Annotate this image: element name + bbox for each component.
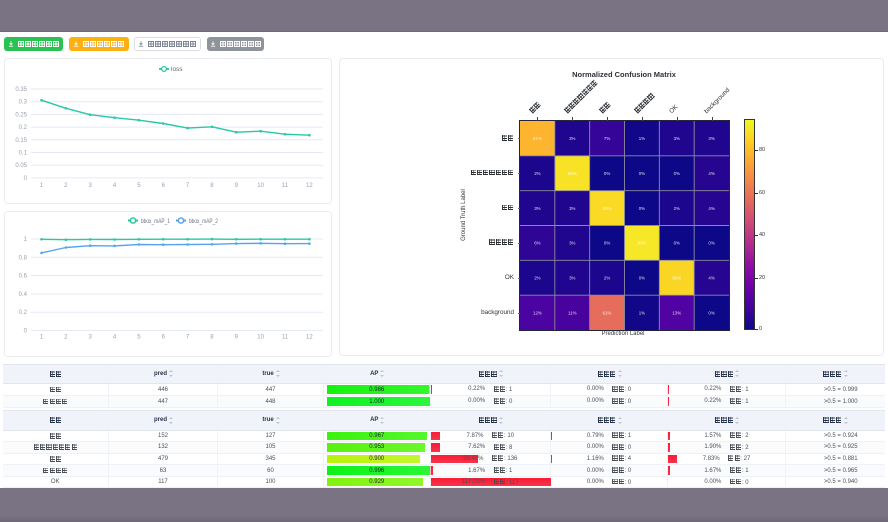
svg-text:3%: 3% [708,136,714,141]
svg-text:10: 10 [257,334,264,340]
svg-text:5: 5 [137,183,141,189]
svg-text:0.25: 0.25 [15,112,27,118]
svg-text:89%: 89% [672,276,681,281]
svg-text:3%: 3% [569,206,575,211]
svg-text:11: 11 [282,334,289,340]
svg-text:4: 4 [113,334,117,340]
svg-text:90%: 90% [603,206,612,211]
svg-text:9: 9 [235,334,239,340]
svg-text:0.05: 0.05 [15,163,27,169]
svg-text:1%: 1% [639,136,645,141]
svg-text:2: 2 [64,183,68,189]
svg-text:1: 1 [40,334,44,340]
svg-text:12%: 12% [533,310,542,315]
svg-text:9: 9 [235,183,239,189]
svg-text:bbox_mAP_2: bbox_mAP_2 [189,219,219,225]
svg-text:4%: 4% [708,276,714,281]
svg-text:0.3: 0.3 [19,100,28,106]
svg-text:0.35: 0.35 [15,87,27,93]
svg-text:2: 2 [64,334,68,340]
svg-text:2%: 2% [674,206,680,211]
svg-text:8: 8 [210,183,214,189]
svg-text:7: 7 [186,183,190,189]
svg-text:bbox_mAP_1: bbox_mAP_1 [141,219,171,225]
svg-text:4%: 4% [708,171,714,176]
svg-text:0%: 0% [639,171,645,176]
svg-text:0.2: 0.2 [19,125,28,131]
svg-text:7: 7 [186,334,190,340]
svg-text:0.15: 0.15 [15,138,27,144]
svg-text:0: 0 [24,176,28,182]
svg-text:5: 5 [137,334,141,340]
svg-text:0%: 0% [708,241,714,246]
svg-text:0%: 0% [604,241,610,246]
svg-text:6%: 6% [534,241,540,246]
svg-text:0%: 0% [708,310,714,315]
svg-text:3%: 3% [569,136,575,141]
svg-text:2%: 2% [604,276,610,281]
svg-text:0%: 0% [674,171,680,176]
svg-text:8: 8 [210,334,214,340]
svg-text:7%: 7% [604,136,610,141]
svg-text:3%: 3% [674,136,680,141]
svg-text:0: 0 [24,328,28,334]
svg-text:81%: 81% [533,136,542,141]
svg-text:0%: 0% [674,241,680,246]
svg-text:0%: 0% [639,206,645,211]
svg-text:11: 11 [282,183,289,189]
svg-text:3%: 3% [569,241,575,246]
svg-text:0.1: 0.1 [19,151,28,157]
svg-text:0.8: 0.8 [19,255,28,261]
svg-text:3%: 3% [534,206,540,211]
svg-text:1: 1 [24,237,28,243]
svg-text:0%: 0% [639,276,645,281]
svg-text:13%: 13% [672,310,681,315]
svg-text:92%: 92% [568,171,577,176]
svg-text:11%: 11% [568,310,577,315]
svg-text:3: 3 [89,183,93,189]
svg-text:0%: 0% [604,171,610,176]
svg-text:0.4: 0.4 [19,291,28,297]
svg-text:3%: 3% [569,276,575,281]
svg-text:12: 12 [306,183,313,189]
svg-text:61%: 61% [603,310,612,315]
svg-text:3: 3 [89,334,93,340]
svg-text:2%: 2% [534,171,540,176]
svg-text:0.2: 0.2 [19,310,28,316]
svg-text:12: 12 [306,334,313,340]
svg-text:1: 1 [40,183,44,189]
svg-text:1%: 1% [639,310,645,315]
svg-text:93%: 93% [638,241,647,246]
svg-text:6: 6 [162,334,166,340]
svg-text:4: 4 [113,183,117,189]
svg-text:6: 6 [162,183,166,189]
svg-text:0.6: 0.6 [19,273,28,279]
svg-text:2%: 2% [534,276,540,281]
svg-text:4%: 4% [708,206,714,211]
svg-text:10: 10 [257,183,264,189]
